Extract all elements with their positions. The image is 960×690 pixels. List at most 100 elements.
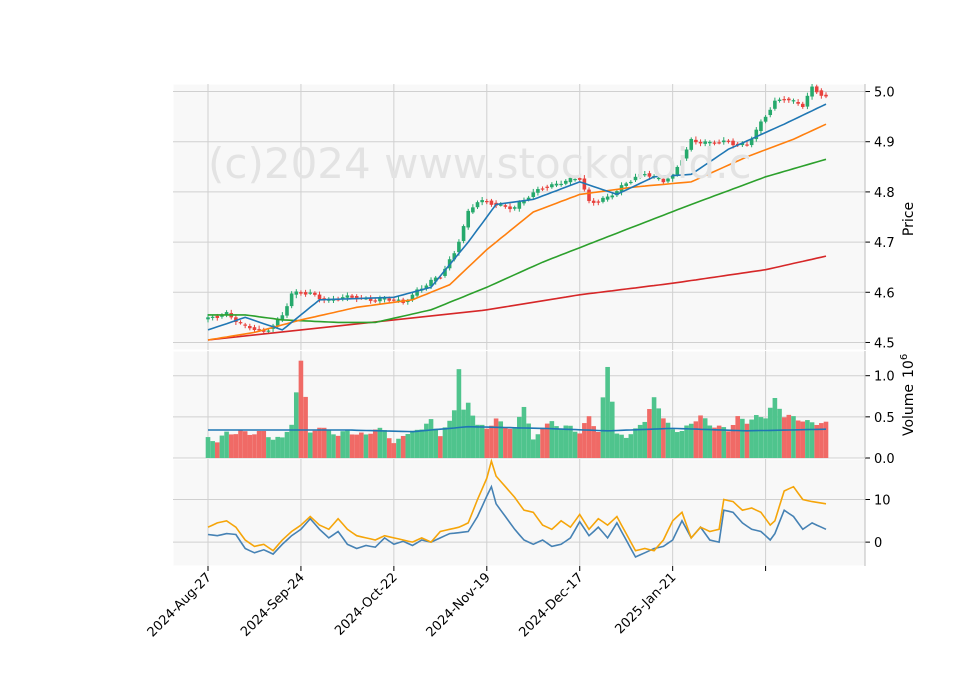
volume-bar — [438, 436, 443, 458]
candle-body — [443, 268, 447, 276]
volume-bar — [609, 401, 615, 458]
candle-body — [433, 277, 438, 282]
candle-body — [350, 295, 354, 298]
volume-bar — [293, 392, 299, 458]
candle-body — [550, 184, 554, 188]
candle-body — [694, 139, 698, 143]
volume-bar — [451, 410, 457, 458]
volume-bar — [758, 417, 764, 458]
price-ytick-label: 4.8 — [874, 186, 895, 201]
volume-bar — [335, 435, 341, 458]
candle-body — [461, 226, 466, 241]
volume-bar — [303, 396, 308, 458]
volume-bar — [228, 434, 234, 458]
candle-body — [248, 325, 252, 329]
volume-bar — [707, 425, 713, 458]
volume-bar — [252, 434, 257, 458]
volume-bar — [730, 424, 736, 458]
candle-body — [215, 315, 220, 318]
volume-bar — [735, 416, 741, 458]
volume-bar — [577, 433, 583, 458]
x-tick-label: 2024-Dec-17 — [516, 570, 586, 640]
oscillator-ytick-label: 0 — [874, 536, 882, 551]
candle-body — [796, 102, 800, 104]
volume-bar — [740, 418, 745, 458]
volume-panel: 0.0 0.5 1.0 — [172, 350, 895, 467]
volume-scale-exponent: 106 — [899, 354, 917, 378]
candle-body — [508, 206, 512, 210]
volume-bar — [642, 421, 648, 458]
ma-long-line — [207, 255, 827, 341]
x-tick-label: 2024-Sep-24 — [238, 570, 308, 640]
candle-body — [387, 298, 392, 301]
volume-bar — [214, 442, 220, 458]
volume-ytick-label: 0.5 — [874, 411, 895, 426]
volume-bar — [275, 436, 280, 458]
candle-body — [392, 299, 396, 301]
price-axis-label: Price — [901, 202, 917, 236]
volume-bar — [521, 406, 527, 458]
candle-body — [568, 177, 573, 183]
volume-ma-line — [208, 425, 827, 433]
volume-bar — [586, 416, 592, 458]
candle-body — [754, 129, 759, 140]
volume-bar — [507, 428, 513, 458]
volume-bar — [605, 366, 610, 458]
volume-bar — [419, 429, 425, 458]
candle-body — [661, 178, 666, 183]
volume-bar — [716, 425, 722, 458]
candle-body — [708, 141, 712, 144]
oscillator-background — [172, 458, 866, 567]
volume-bar — [679, 431, 685, 458]
volume-bar — [749, 419, 754, 458]
candle-body — [220, 315, 224, 317]
candle-body — [656, 177, 661, 180]
candle-body — [559, 183, 563, 186]
volume-bar — [647, 409, 652, 458]
volume-bar — [777, 408, 782, 458]
candle-body — [610, 195, 615, 198]
candle-body — [503, 205, 508, 207]
candle-body — [452, 253, 457, 260]
volume-bar — [484, 428, 490, 458]
candle-body — [540, 188, 545, 190]
candle-body — [410, 294, 415, 300]
volume-bar — [698, 415, 703, 458]
ma-mid-line — [207, 123, 827, 341]
volume-bar — [256, 430, 262, 458]
candle-body — [587, 189, 591, 202]
price-background — [172, 83, 866, 351]
candle-body — [429, 279, 433, 287]
candle-body — [768, 109, 773, 116]
price-ytick-label: 5.0 — [874, 86, 895, 101]
candle-body — [368, 298, 373, 301]
candle-body — [689, 138, 694, 150]
volume-bar — [461, 409, 466, 458]
oscillator-line-a — [207, 484, 827, 559]
candle-body — [726, 140, 731, 142]
volume-bar — [628, 434, 634, 458]
candle-body — [285, 306, 289, 316]
volume-bar — [261, 430, 267, 458]
candle-body — [703, 141, 707, 144]
candle-body — [573, 178, 577, 181]
candle-body — [596, 201, 601, 203]
volume-bar — [321, 427, 327, 458]
volume-bar — [726, 431, 731, 458]
candle-body — [787, 98, 791, 101]
volume-bar — [414, 429, 420, 458]
volume-bar — [526, 423, 531, 458]
candle-body — [545, 186, 550, 188]
candle-body — [308, 292, 313, 294]
candle-body — [749, 138, 754, 146]
volume-bar — [772, 397, 778, 458]
candle-body — [666, 178, 670, 182]
candle-body — [824, 94, 828, 97]
volume-bar — [795, 420, 801, 458]
volume-bar — [210, 441, 215, 458]
volume-bar — [219, 435, 225, 458]
volume-bar — [498, 421, 504, 458]
volume-bar — [433, 428, 438, 458]
candle-body — [591, 200, 596, 203]
volume-bar — [400, 435, 406, 458]
